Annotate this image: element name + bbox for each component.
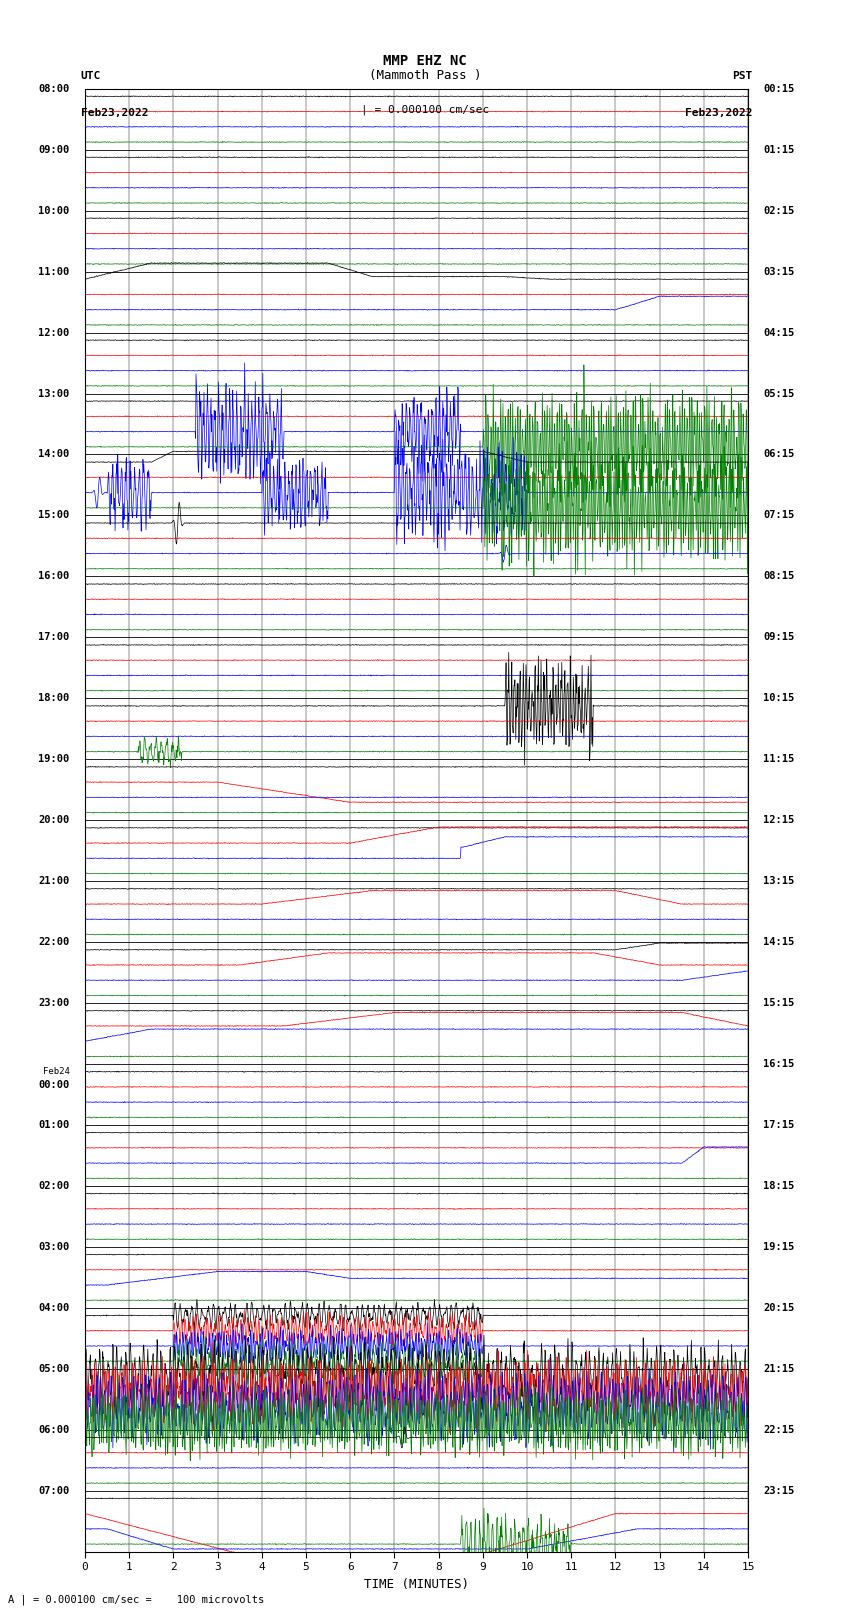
Text: 22:15: 22:15 xyxy=(763,1424,795,1436)
Text: 18:15: 18:15 xyxy=(763,1181,795,1190)
Text: 20:00: 20:00 xyxy=(38,815,70,826)
Text: 19:15: 19:15 xyxy=(763,1242,795,1252)
Text: UTC: UTC xyxy=(81,71,101,81)
Text: 04:15: 04:15 xyxy=(763,327,795,337)
Text: 23:00: 23:00 xyxy=(38,998,70,1008)
Text: 09:15: 09:15 xyxy=(763,632,795,642)
Text: 10:00: 10:00 xyxy=(38,205,70,216)
Text: 00:00: 00:00 xyxy=(38,1081,70,1090)
Text: 11:00: 11:00 xyxy=(38,266,70,276)
Text: 21:15: 21:15 xyxy=(763,1365,795,1374)
Text: 17:00: 17:00 xyxy=(38,632,70,642)
Text: 12:15: 12:15 xyxy=(763,815,795,826)
Text: 03:00: 03:00 xyxy=(38,1242,70,1252)
Text: A | = 0.000100 cm/sec =    100 microvolts: A | = 0.000100 cm/sec = 100 microvolts xyxy=(8,1594,264,1605)
Text: 16:15: 16:15 xyxy=(763,1060,795,1069)
Text: 20:15: 20:15 xyxy=(763,1303,795,1313)
Text: 10:15: 10:15 xyxy=(763,694,795,703)
Text: 02:15: 02:15 xyxy=(763,205,795,216)
Text: 07:00: 07:00 xyxy=(38,1486,70,1495)
Text: 13:00: 13:00 xyxy=(38,389,70,398)
Text: 22:00: 22:00 xyxy=(38,937,70,947)
Text: 18:00: 18:00 xyxy=(38,694,70,703)
Text: 16:00: 16:00 xyxy=(38,571,70,581)
Text: 02:00: 02:00 xyxy=(38,1181,70,1190)
Text: 11:15: 11:15 xyxy=(763,755,795,765)
Text: | = 0.000100 cm/sec: | = 0.000100 cm/sec xyxy=(361,105,489,116)
Text: 05:15: 05:15 xyxy=(763,389,795,398)
Text: MMP EHZ NC: MMP EHZ NC xyxy=(383,53,467,68)
Text: 17:15: 17:15 xyxy=(763,1119,795,1131)
Text: 15:00: 15:00 xyxy=(38,510,70,521)
Text: PST: PST xyxy=(732,71,752,81)
Text: 12:00: 12:00 xyxy=(38,327,70,337)
Text: Feb23,2022: Feb23,2022 xyxy=(685,108,752,118)
Text: 13:15: 13:15 xyxy=(763,876,795,886)
Text: 04:00: 04:00 xyxy=(38,1303,70,1313)
X-axis label: TIME (MINUTES): TIME (MINUTES) xyxy=(364,1578,469,1590)
Text: 06:15: 06:15 xyxy=(763,450,795,460)
Text: 07:15: 07:15 xyxy=(763,510,795,521)
Text: 06:00: 06:00 xyxy=(38,1424,70,1436)
Text: 09:00: 09:00 xyxy=(38,145,70,155)
Text: 21:00: 21:00 xyxy=(38,876,70,886)
Text: 08:00: 08:00 xyxy=(38,84,70,94)
Text: 05:00: 05:00 xyxy=(38,1365,70,1374)
Text: 14:15: 14:15 xyxy=(763,937,795,947)
Text: 01:15: 01:15 xyxy=(763,145,795,155)
Text: 01:00: 01:00 xyxy=(38,1119,70,1131)
Text: 19:00: 19:00 xyxy=(38,755,70,765)
Text: Feb24: Feb24 xyxy=(42,1068,70,1076)
Text: 08:15: 08:15 xyxy=(763,571,795,581)
Text: Feb23,2022: Feb23,2022 xyxy=(81,108,148,118)
Text: (Mammoth Pass ): (Mammoth Pass ) xyxy=(369,69,481,82)
Text: 03:15: 03:15 xyxy=(763,266,795,276)
Text: 14:00: 14:00 xyxy=(38,450,70,460)
Text: 00:15: 00:15 xyxy=(763,84,795,94)
Text: 15:15: 15:15 xyxy=(763,998,795,1008)
Text: 23:15: 23:15 xyxy=(763,1486,795,1495)
